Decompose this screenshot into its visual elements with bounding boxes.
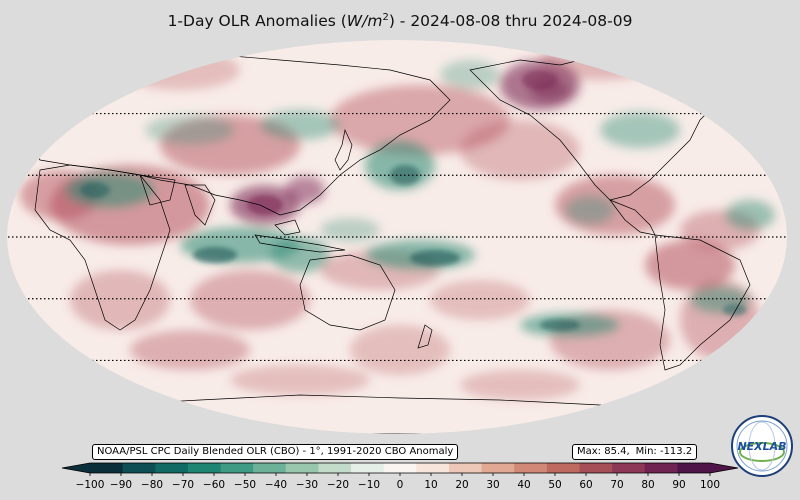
- colorbar-tick-label: −100: [76, 479, 105, 491]
- anomaly-region: [460, 370, 580, 400]
- title-unit-exponent: 2: [382, 12, 389, 23]
- colorbar-segment: [612, 463, 646, 473]
- colorbar-tick-label: −70: [172, 479, 194, 491]
- colorbar-segment: [253, 463, 287, 473]
- colorbar-segment: [187, 463, 222, 473]
- title-suffix: ) - 2024-08-08 thru 2024-08-09: [388, 12, 633, 31]
- colorbar-segment: [677, 463, 711, 473]
- colorbar-tick-label: 70: [610, 479, 623, 491]
- coastline: [417, 324, 433, 349]
- anomaly-region: [145, 115, 235, 145]
- colorbar-segment: [155, 463, 189, 473]
- anomaly-region: [70, 270, 170, 330]
- coastline: [654, 234, 751, 371]
- colorbar-segment: [448, 463, 483, 473]
- colorbar-segment: [90, 463, 124, 473]
- stats-min: Min: -113.2: [635, 446, 693, 457]
- colorbar-segment: [285, 463, 319, 473]
- anomaly-core: [80, 182, 110, 198]
- colorbar-tick-label: 60: [579, 479, 592, 491]
- anomaly-core: [247, 195, 283, 215]
- anomaly-region: [600, 112, 680, 148]
- logo-text: NEXLAB: [737, 440, 786, 453]
- colorbar-tick-label: 90: [672, 479, 685, 491]
- colorbar-tick-label: −10: [358, 479, 380, 491]
- anomaly-region: [350, 325, 450, 375]
- colorbar-tick-label: 30: [486, 479, 499, 491]
- colorbar-segment: [546, 463, 580, 473]
- coastline: [299, 254, 396, 331]
- stats-box: Max: 85.4, Min: -113.2: [572, 444, 698, 460]
- anomaly-region: [190, 270, 310, 330]
- colorbar-tick-label: −90: [110, 479, 132, 491]
- coastline: [274, 219, 301, 236]
- colorbar-tick-label: 10: [424, 479, 437, 491]
- anomaly-region: [320, 218, 380, 242]
- coastline: [184, 184, 216, 226]
- colorbar: −100 −90 −80 −70 −60 −50 −40 −30 −20 −10 0 10 20 30 40…: [61, 462, 739, 491]
- colorbar-segment: [514, 463, 548, 473]
- title-prefix: 1-Day OLR Anomalies (: [167, 12, 347, 31]
- colorbar-ticks: −100 −90 −80 −70 −60 −50 −40 −30 −20 −10 0 10 20 30 40…: [76, 473, 720, 491]
- map-title: 1-Day OLR Anomalies (W/m2) - 2024-08-08 …: [0, 12, 800, 30]
- colorbar-segment: [644, 463, 678, 473]
- colorbar-tick-label: −50: [234, 479, 256, 491]
- coastline: [139, 174, 176, 206]
- colorbar-tick-label: −80: [141, 479, 163, 491]
- coastline: [689, 44, 761, 81]
- colorbar-segment: [579, 463, 613, 473]
- coastline: [334, 128, 353, 171]
- anomaly-region: [440, 60, 500, 90]
- colorbar-segment: [318, 463, 352, 473]
- anomaly-region: [430, 280, 530, 320]
- anomaly-core: [723, 304, 747, 316]
- stats-max: Max: 85.4,: [577, 446, 630, 457]
- colorbar-segment: [383, 463, 417, 473]
- anomaly-region: [725, 200, 775, 230]
- colorbar-tick-label: 0: [397, 479, 404, 491]
- colorbar-tick-label: 40: [517, 479, 530, 491]
- colorbar-tick-label: −60: [203, 479, 225, 491]
- anomaly-region: [130, 330, 250, 370]
- anomaly-core: [522, 70, 558, 90]
- colorbar-tick-label: 80: [641, 479, 654, 491]
- latitude-gridlines: [7, 112, 787, 362]
- anomaly-region: [120, 50, 240, 90]
- anomaly-region: [230, 365, 370, 395]
- title-unit: W/m: [346, 12, 383, 31]
- coastline: [99, 394, 691, 434]
- source-note: NOAA/PSL CPC Daily Blended OLR (CBO) - 1…: [92, 444, 459, 460]
- colorbar-tick-label: 50: [548, 479, 561, 491]
- colorbar-tick-label: −40: [265, 479, 287, 491]
- colorbar-tick-label: 20: [455, 479, 468, 491]
- anomaly-region: [270, 237, 330, 273]
- colorbar-segments: [61, 462, 739, 474]
- colorbar-extend-high: [710, 463, 738, 473]
- anomaly-core: [193, 247, 237, 263]
- anomaly-core: [540, 319, 580, 331]
- anomaly-core: [410, 250, 460, 266]
- colorbar-segment: [122, 463, 156, 473]
- colorbar-tick-label: −30: [296, 479, 318, 491]
- colorbar-tick-label: −20: [327, 479, 349, 491]
- anomaly-region: [330, 85, 510, 155]
- anomaly-region: [285, 176, 325, 204]
- colorbar-segment: [220, 463, 254, 473]
- anomaly-region: [565, 195, 615, 225]
- colorbar-segment: [481, 463, 515, 473]
- colorbar-tick-label: 100: [700, 479, 720, 491]
- colorbar-segment: [351, 463, 385, 473]
- anomaly-region: [645, 240, 735, 290]
- coastline: [254, 234, 346, 253]
- nexlab-logo: NEXLAB: [731, 415, 793, 477]
- anomaly-region: [260, 110, 340, 140]
- colorbar-segment: [416, 463, 450, 473]
- colorbar-extend-low: [62, 463, 90, 473]
- anomaly-region: [460, 120, 580, 180]
